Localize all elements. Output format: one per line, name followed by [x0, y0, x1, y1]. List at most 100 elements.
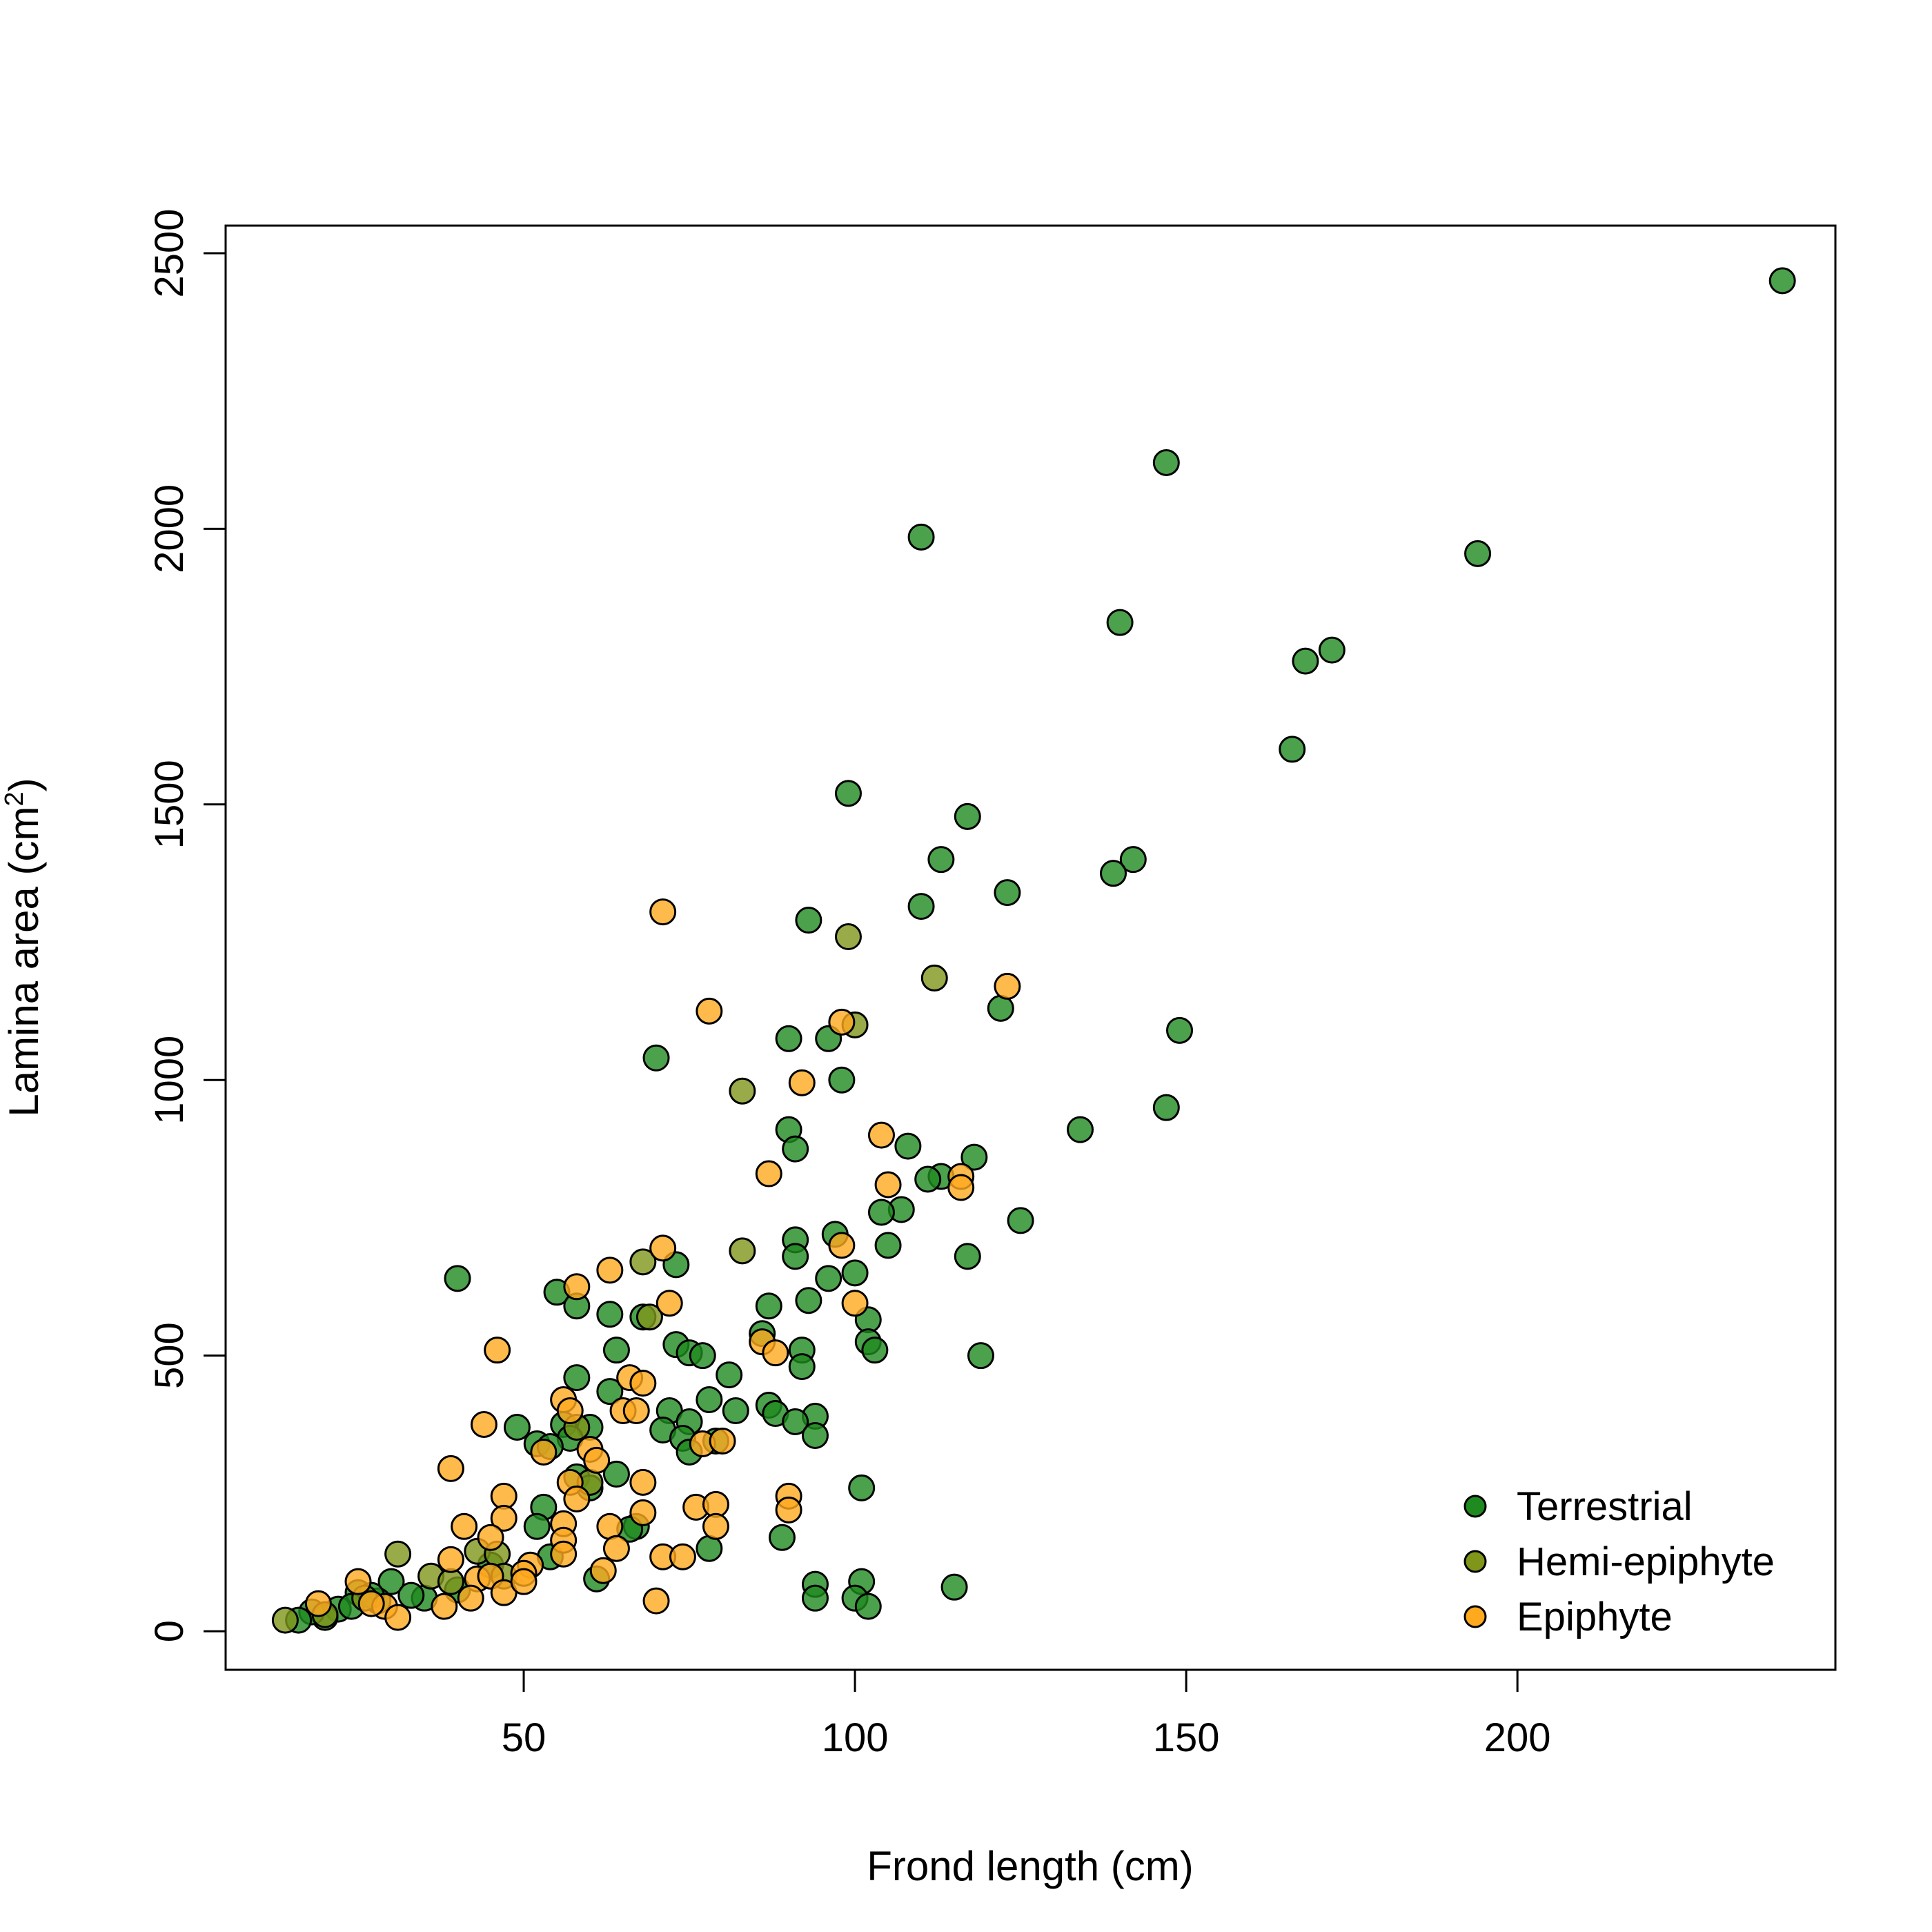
y-tick-label: 1500 [147, 760, 192, 849]
y-tick-label: 2000 [147, 484, 192, 573]
y-axis-label-superscript: 2 [0, 791, 29, 806]
data-point-terrestrial [795, 907, 822, 934]
data-point-terrestrial [602, 1337, 630, 1364]
x-tick-label: 200 [1484, 1715, 1551, 1760]
data-point-hemi-epiphyte [635, 1303, 663, 1331]
data-point-epiphyte [656, 1290, 683, 1317]
data-point-terrestrial [782, 1243, 809, 1270]
data-point-terrestrial [642, 1044, 670, 1072]
data-point-epiphyte [431, 1593, 458, 1620]
data-point-terrestrial [503, 1414, 531, 1441]
data-point-epiphyte [696, 997, 723, 1025]
data-point-epiphyte [629, 1499, 657, 1526]
data-point-terrestrial [596, 1378, 624, 1406]
data-point-epiphyte [304, 1590, 332, 1617]
legend-label: Terrestrial [1517, 1484, 1693, 1529]
data-point-terrestrial [716, 1361, 743, 1389]
data-point-epiphyte [344, 1568, 372, 1595]
data-point-hemi-epiphyte [629, 1248, 657, 1276]
data-point-terrestrial [782, 1135, 809, 1163]
data-point-terrestrial [834, 780, 862, 807]
data-point-epiphyte [477, 1524, 504, 1551]
data-point-terrestrial [377, 1568, 405, 1595]
legend: Terrestrial Hemi-epiphyte Epiphyte [1463, 1484, 1775, 1639]
data-point-terrestrial [602, 1460, 630, 1488]
data-point-terrestrial [768, 1524, 796, 1551]
data-point-terrestrial [755, 1292, 782, 1320]
data-point-terrestrial [722, 1397, 749, 1425]
data-point-epiphyte [556, 1397, 584, 1425]
data-point-terrestrial [1100, 860, 1127, 887]
data-point-epiphyte [384, 1604, 412, 1631]
data-point-terrestrial [696, 1535, 723, 1562]
data-point-terrestrial [907, 523, 935, 551]
legend-marker [1463, 1605, 1487, 1628]
data-point-terrestrial [1152, 1094, 1180, 1121]
data-point-epiphyte [589, 1557, 617, 1584]
data-point-epiphyte [867, 1121, 895, 1149]
data-point-terrestrial [828, 1066, 856, 1094]
data-point-epiphyte [583, 1446, 611, 1474]
data-point-terrestrial [954, 802, 981, 830]
data-point-terrestrial [1318, 636, 1346, 664]
data-point-epiphyte [451, 1512, 478, 1540]
data-point-terrestrial [861, 1337, 889, 1364]
data-point-hemi-epiphyte [729, 1237, 756, 1265]
y-axis: 0 500 1000 1500 2000 2500 [147, 208, 227, 1642]
data-point-epiphyte [629, 1370, 657, 1397]
data-point-epiphyte [762, 1339, 789, 1367]
x-tick-label: 100 [822, 1715, 889, 1760]
data-point-epiphyte [649, 1234, 677, 1262]
data-point-epiphyte [563, 1273, 591, 1301]
data-point-hemi-epiphyte [384, 1540, 412, 1568]
y-tick-label: 2500 [147, 208, 192, 297]
data-point-terrestrial [854, 1593, 882, 1620]
legend-label: Epiphyte [1517, 1595, 1673, 1639]
data-point-terrestrial [795, 1287, 822, 1314]
data-point-epiphyte [437, 1546, 464, 1573]
data-point-epiphyte [947, 1174, 975, 1201]
data-point-epiphyte [357, 1590, 385, 1617]
data-point-epiphyte [874, 1171, 902, 1199]
y-tick-label: 0 [147, 1620, 192, 1642]
data-point-terrestrial [960, 1143, 988, 1171]
data-point-terrestrial [1464, 540, 1492, 567]
data-point-epiphyte [490, 1504, 518, 1532]
data-point-epiphyte [602, 1535, 630, 1562]
points-layer [271, 267, 1796, 1634]
data-point-epiphyte [563, 1485, 591, 1512]
data-point-epiphyte [841, 1290, 869, 1317]
data-point-terrestrial [1007, 1207, 1034, 1234]
y-axis-label-close: ) [1, 778, 47, 791]
data-point-terrestrial [867, 1199, 895, 1226]
data-point-terrestrial [775, 1025, 802, 1052]
data-point-terrestrial [782, 1408, 809, 1436]
data-point-terrestrial [788, 1353, 816, 1381]
data-point-epiphyte [510, 1568, 538, 1595]
data-point-hemi-epiphyte [271, 1606, 299, 1634]
data-point-terrestrial [1279, 736, 1306, 763]
data-point-epiphyte [788, 1069, 816, 1096]
data-point-epiphyte [437, 1455, 464, 1482]
data-point-epiphyte [596, 1512, 624, 1540]
data-point-epiphyte [775, 1496, 802, 1524]
data-point-terrestrial [894, 1132, 922, 1160]
data-point-terrestrial [801, 1584, 829, 1612]
data-point-epiphyte [550, 1540, 578, 1568]
data-point-terrestrial [874, 1232, 902, 1259]
data-point-terrestrial [1152, 449, 1180, 477]
data-point-hemi-epiphyte [920, 964, 948, 992]
data-point-epiphyte [622, 1397, 650, 1425]
data-point-terrestrial [907, 893, 935, 920]
data-point-terrestrial [1292, 647, 1319, 675]
data-point-terrestrial [1768, 267, 1796, 295]
data-point-epiphyte [596, 1256, 624, 1284]
y-tick-label: 500 [147, 1322, 192, 1389]
data-point-hemi-epiphyte [834, 923, 862, 951]
data-point-terrestrial [1166, 1016, 1194, 1044]
data-point-terrestrial [1106, 609, 1134, 636]
data-point-terrestrial [689, 1342, 716, 1370]
y-axis-label-main: Lamina area (cm [1, 806, 47, 1116]
data-point-terrestrial [940, 1573, 968, 1601]
